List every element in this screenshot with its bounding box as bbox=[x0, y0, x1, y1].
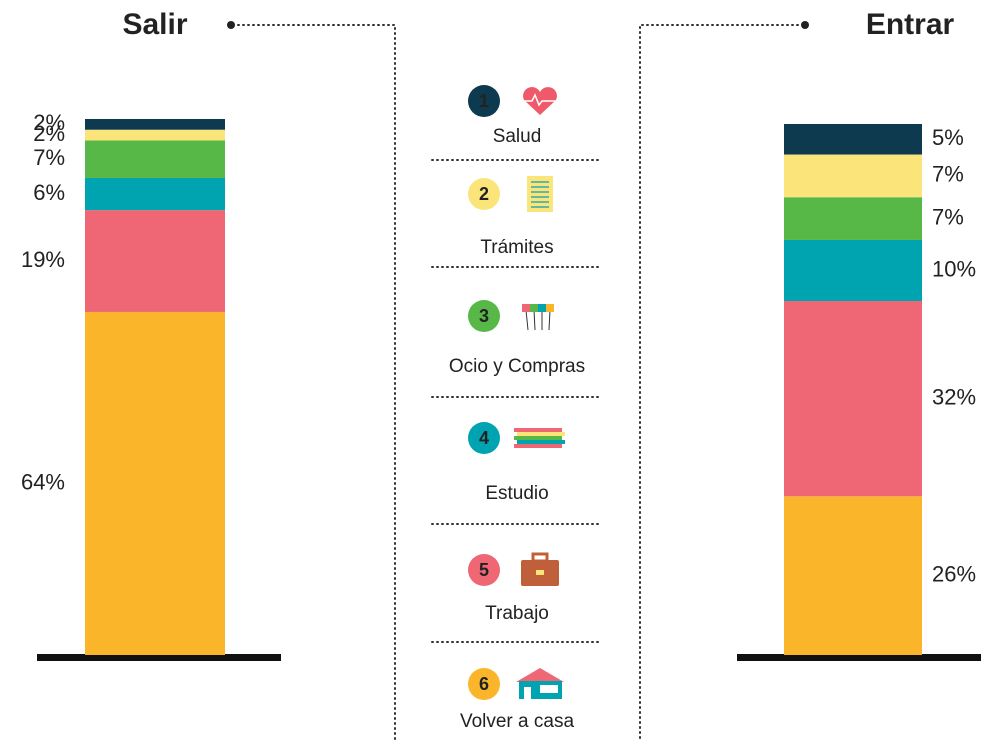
legend-item: 6 Volver a casa bbox=[460, 668, 574, 732]
legend-number: 5 bbox=[479, 560, 489, 580]
bar-segment bbox=[85, 210, 225, 312]
baseline bbox=[37, 654, 281, 661]
icon bbox=[540, 685, 558, 693]
icon bbox=[524, 687, 531, 699]
legend-badge bbox=[468, 554, 500, 586]
icon bbox=[516, 668, 564, 682]
value-label: 26% bbox=[932, 561, 976, 586]
icon bbox=[517, 432, 565, 436]
legend-number: 2 bbox=[479, 184, 489, 204]
icon bbox=[524, 93, 556, 107]
bar-segment bbox=[784, 239, 922, 301]
bar-segment bbox=[784, 496, 922, 655]
icon bbox=[536, 570, 544, 575]
icon bbox=[548, 309, 551, 331]
legend-label: Trámites bbox=[480, 237, 553, 258]
legend-label: Estudio bbox=[485, 483, 548, 504]
bar-segment bbox=[85, 177, 225, 211]
icon bbox=[514, 444, 562, 448]
bar-segment bbox=[85, 119, 225, 130]
icon bbox=[546, 304, 554, 312]
bar-segment bbox=[784, 197, 922, 240]
value-label: 2% bbox=[33, 110, 65, 135]
bar-segment bbox=[85, 140, 225, 178]
icon bbox=[530, 304, 538, 312]
value-label: 6% bbox=[33, 180, 65, 205]
icon bbox=[523, 87, 557, 115]
legend-item: 5 Trabajo bbox=[468, 552, 559, 624]
icon bbox=[533, 309, 536, 331]
bar-segment bbox=[784, 301, 922, 497]
legend-item: 2 Trámites bbox=[468, 176, 554, 258]
legend-item: 3 Ocio y Compras bbox=[449, 300, 585, 377]
legend-badge bbox=[468, 85, 500, 117]
value-label: 32% bbox=[932, 384, 976, 409]
legend-number: 4 bbox=[479, 428, 489, 448]
category-title: Entrar bbox=[866, 8, 955, 41]
value-label: 7% bbox=[932, 204, 964, 229]
legend-label: Salud bbox=[493, 126, 542, 147]
legend-badge bbox=[468, 668, 500, 700]
icon bbox=[514, 436, 562, 440]
icon bbox=[531, 552, 549, 563]
legend-item: 4 Estudio bbox=[468, 422, 565, 504]
value-label: 19% bbox=[21, 247, 65, 272]
value-label: 5% bbox=[932, 125, 964, 150]
bar-segment bbox=[784, 154, 922, 198]
legend-label: Ocio y Compras bbox=[449, 356, 585, 377]
legend-badge bbox=[468, 178, 500, 210]
legend-number: 3 bbox=[479, 306, 489, 326]
icon bbox=[514, 428, 562, 432]
value-label: 64% bbox=[21, 469, 65, 494]
bar-segment bbox=[784, 124, 922, 155]
icon bbox=[538, 304, 546, 312]
legend-badge bbox=[468, 422, 500, 454]
legend-label: Trabajo bbox=[485, 603, 549, 624]
value-label: 7% bbox=[932, 162, 964, 187]
icon bbox=[522, 304, 530, 312]
baseline bbox=[737, 654, 981, 661]
value-label: 10% bbox=[932, 256, 976, 281]
category-title: Salir bbox=[122, 8, 187, 41]
value-label: 2% bbox=[33, 121, 65, 146]
value-label: 7% bbox=[33, 145, 65, 170]
legend-number: 6 bbox=[479, 674, 489, 694]
legend-badge bbox=[468, 300, 500, 332]
icon bbox=[517, 440, 565, 444]
bar-segment bbox=[85, 311, 225, 655]
legend-number: 1 bbox=[479, 91, 489, 111]
bar-segment bbox=[85, 129, 225, 141]
icon bbox=[525, 309, 529, 331]
legend-label: Volver a casa bbox=[460, 711, 574, 732]
connectors bbox=[227, 21, 809, 741]
